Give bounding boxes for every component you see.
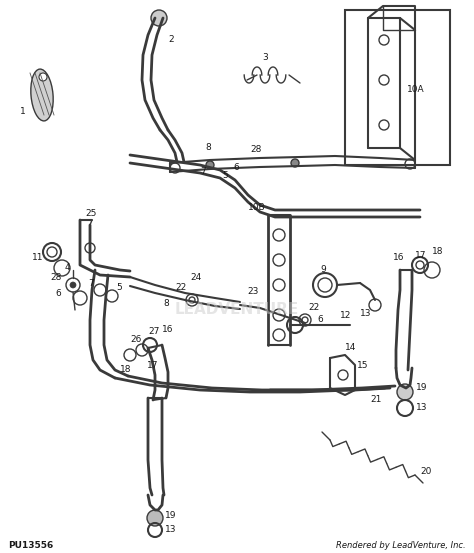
Text: 3: 3 bbox=[262, 53, 268, 61]
Text: 18: 18 bbox=[120, 366, 131, 374]
Text: 8: 8 bbox=[163, 299, 169, 307]
Bar bbox=[345, 10, 450, 165]
Text: PU13556: PU13556 bbox=[8, 540, 53, 550]
Text: 10B: 10B bbox=[248, 202, 265, 211]
Text: 7: 7 bbox=[200, 168, 206, 176]
Text: 15: 15 bbox=[357, 361, 368, 369]
Text: 5: 5 bbox=[222, 170, 228, 180]
Ellipse shape bbox=[31, 69, 53, 121]
Text: 28: 28 bbox=[250, 145, 261, 154]
Text: 13: 13 bbox=[360, 309, 372, 317]
Text: 22: 22 bbox=[308, 304, 319, 312]
Text: 1: 1 bbox=[20, 107, 26, 117]
Text: 11: 11 bbox=[32, 253, 44, 263]
Text: 20: 20 bbox=[420, 467, 431, 477]
Text: 27: 27 bbox=[148, 327, 159, 336]
Circle shape bbox=[39, 73, 47, 81]
Text: 6: 6 bbox=[233, 164, 239, 173]
Text: 21: 21 bbox=[370, 395, 382, 404]
Text: 8: 8 bbox=[205, 143, 211, 153]
Text: 13: 13 bbox=[416, 403, 428, 411]
Text: 7: 7 bbox=[88, 279, 94, 289]
Text: 12: 12 bbox=[340, 310, 351, 320]
Text: 17: 17 bbox=[415, 251, 427, 259]
Text: 16: 16 bbox=[162, 326, 173, 335]
Text: 5: 5 bbox=[116, 283, 122, 291]
Circle shape bbox=[147, 510, 163, 526]
Circle shape bbox=[291, 159, 299, 167]
Text: 22: 22 bbox=[175, 284, 186, 293]
Text: 6: 6 bbox=[55, 289, 61, 298]
Circle shape bbox=[206, 161, 214, 169]
Text: 24: 24 bbox=[190, 274, 201, 283]
Text: 19: 19 bbox=[165, 510, 176, 519]
Circle shape bbox=[151, 10, 167, 26]
Text: 4: 4 bbox=[65, 263, 71, 273]
Text: 26: 26 bbox=[130, 336, 141, 345]
Text: 16: 16 bbox=[393, 253, 404, 263]
Text: 14: 14 bbox=[345, 342, 356, 352]
Text: LEADVENTURE: LEADVENTURE bbox=[175, 302, 299, 317]
Text: 18: 18 bbox=[432, 248, 444, 257]
Text: 2: 2 bbox=[168, 35, 173, 44]
Text: 13: 13 bbox=[165, 525, 176, 535]
Text: Rendered by LeadVenture, Inc.: Rendered by LeadVenture, Inc. bbox=[337, 540, 466, 550]
Text: 28: 28 bbox=[50, 274, 61, 283]
Text: 6: 6 bbox=[317, 316, 323, 325]
Text: 10A: 10A bbox=[407, 86, 425, 95]
Circle shape bbox=[70, 282, 76, 288]
Text: 19: 19 bbox=[416, 383, 428, 393]
Text: 25: 25 bbox=[85, 208, 96, 217]
Text: 17: 17 bbox=[147, 361, 158, 369]
Text: 9: 9 bbox=[320, 265, 326, 274]
Text: 23: 23 bbox=[247, 288, 258, 296]
Circle shape bbox=[397, 384, 413, 400]
